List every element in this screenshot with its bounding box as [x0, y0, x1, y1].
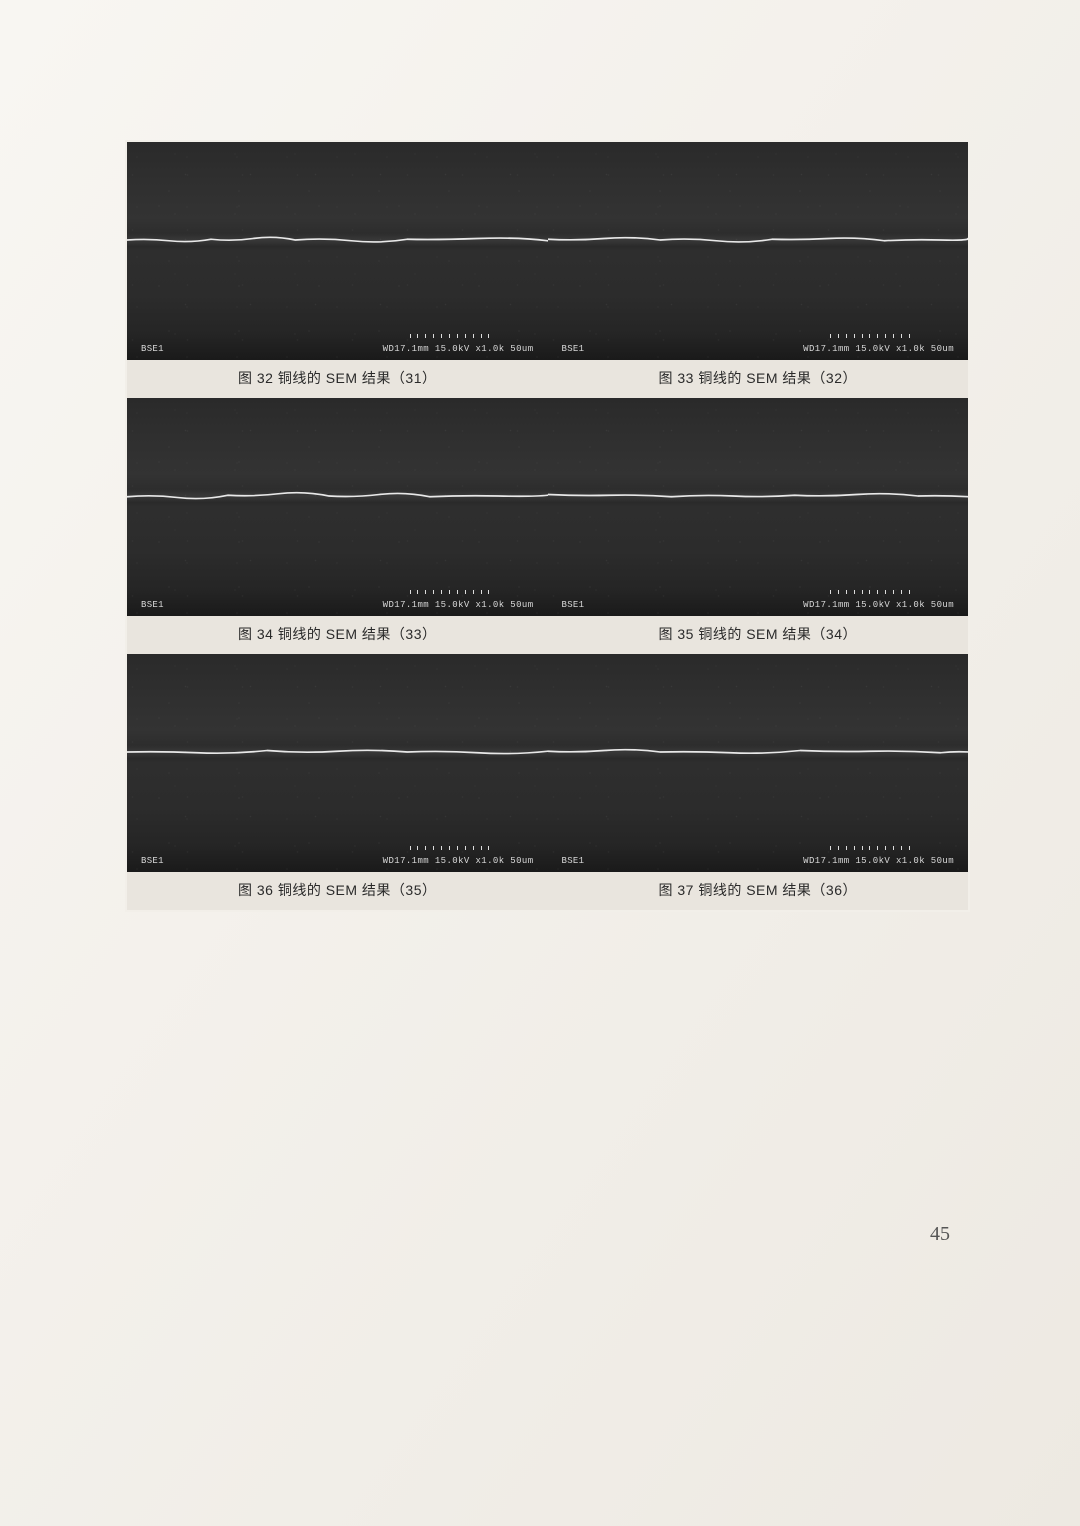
figure-caption: 图 33 铜线的 SEM 结果（32）: [548, 360, 969, 398]
page-number: 45: [930, 1223, 950, 1246]
sem-texture: [127, 654, 548, 872]
surface-interface-line: [548, 490, 969, 502]
sem-texture: [548, 654, 969, 872]
sem-micrograph: BSE1 WD17.1mm 15.0kV x1.0k 50um: [127, 398, 548, 616]
surface-interface-line: [548, 234, 969, 246]
detector-label: BSE1: [562, 344, 585, 354]
sem-parameters: WD17.1mm 15.0kV x1.0k 50um: [383, 344, 534, 354]
sem-micrograph: BSE1 WD17.1mm 15.0kV x1.0k 50um: [127, 142, 548, 360]
scale-bar-ticks: [830, 846, 910, 852]
figure-cell: BSE1 WD17.1mm 15.0kV x1.0k 50um 图 37 铜线的 S…: [548, 654, 969, 910]
sem-texture: [548, 142, 969, 360]
figure-cell: BSE1 WD17.1mm 15.0kV x1.0k 50um 图 32 铜线的 S…: [127, 142, 548, 398]
sem-info-bar: BSE1 WD17.1mm 15.0kV x1.0k 50um: [127, 344, 548, 354]
sem-parameters: WD17.1mm 15.0kV x1.0k 50um: [803, 856, 954, 866]
sem-info-bar: BSE1 WD17.1mm 15.0kV x1.0k 50um: [548, 600, 969, 610]
figure-cell: BSE1 WD17.1mm 15.0kV x1.0k 50um 图 33 铜线的 S…: [548, 142, 969, 398]
sem-parameters: WD17.1mm 15.0kV x1.0k 50um: [383, 600, 534, 610]
figure-panel: BSE1 WD17.1mm 15.0kV x1.0k 50um 图 32 铜线的 S…: [125, 140, 970, 912]
scale-bar-ticks: [410, 846, 490, 852]
figure-caption: 图 37 铜线的 SEM 结果（36）: [548, 872, 969, 910]
scale-bar-ticks: [830, 334, 910, 340]
sem-micrograph: BSE1 WD17.1mm 15.0kV x1.0k 50um: [548, 398, 969, 616]
scale-bar-ticks: [830, 590, 910, 596]
figure-cell: BSE1 WD17.1mm 15.0kV x1.0k 50um 图 36 铜线的 S…: [127, 654, 548, 910]
sem-info-bar: BSE1 WD17.1mm 15.0kV x1.0k 50um: [548, 856, 969, 866]
surface-interface-line: [548, 746, 969, 758]
figure-caption: 图 34 铜线的 SEM 结果（33）: [127, 616, 548, 654]
sem-micrograph: BSE1 WD17.1mm 15.0kV x1.0k 50um: [548, 142, 969, 360]
detector-label: BSE1: [562, 856, 585, 866]
sem-texture: [548, 398, 969, 616]
sem-micrograph: BSE1 WD17.1mm 15.0kV x1.0k 50um: [127, 654, 548, 872]
sem-texture: [127, 142, 548, 360]
figure-caption: 图 35 铜线的 SEM 结果（34）: [548, 616, 969, 654]
figure-caption: 图 32 铜线的 SEM 结果（31）: [127, 360, 548, 398]
scale-bar-ticks: [410, 590, 490, 596]
figure-caption: 图 36 铜线的 SEM 结果（35）: [127, 872, 548, 910]
detector-label: BSE1: [141, 344, 164, 354]
sem-micrograph: BSE1 WD17.1mm 15.0kV x1.0k 50um: [548, 654, 969, 872]
scale-bar-ticks: [410, 334, 490, 340]
sem-texture: [127, 398, 548, 616]
surface-interface-line: [127, 234, 548, 246]
detector-label: BSE1: [141, 856, 164, 866]
surface-interface-line: [127, 490, 548, 502]
surface-interface-line: [127, 746, 548, 758]
sem-parameters: WD17.1mm 15.0kV x1.0k 50um: [803, 600, 954, 610]
sem-info-bar: BSE1 WD17.1mm 15.0kV x1.0k 50um: [127, 856, 548, 866]
sem-info-bar: BSE1 WD17.1mm 15.0kV x1.0k 50um: [127, 600, 548, 610]
figure-grid: BSE1 WD17.1mm 15.0kV x1.0k 50um 图 32 铜线的 S…: [127, 142, 968, 910]
document-page: BSE1 WD17.1mm 15.0kV x1.0k 50um 图 32 铜线的 S…: [0, 0, 1080, 1526]
figure-cell: BSE1 WD17.1mm 15.0kV x1.0k 50um 图 35 铜线的 S…: [548, 398, 969, 654]
detector-label: BSE1: [562, 600, 585, 610]
sem-info-bar: BSE1 WD17.1mm 15.0kV x1.0k 50um: [548, 344, 969, 354]
sem-parameters: WD17.1mm 15.0kV x1.0k 50um: [803, 344, 954, 354]
figure-cell: BSE1 WD17.1mm 15.0kV x1.0k 50um 图 34 铜线的 S…: [127, 398, 548, 654]
sem-parameters: WD17.1mm 15.0kV x1.0k 50um: [383, 856, 534, 866]
detector-label: BSE1: [141, 600, 164, 610]
